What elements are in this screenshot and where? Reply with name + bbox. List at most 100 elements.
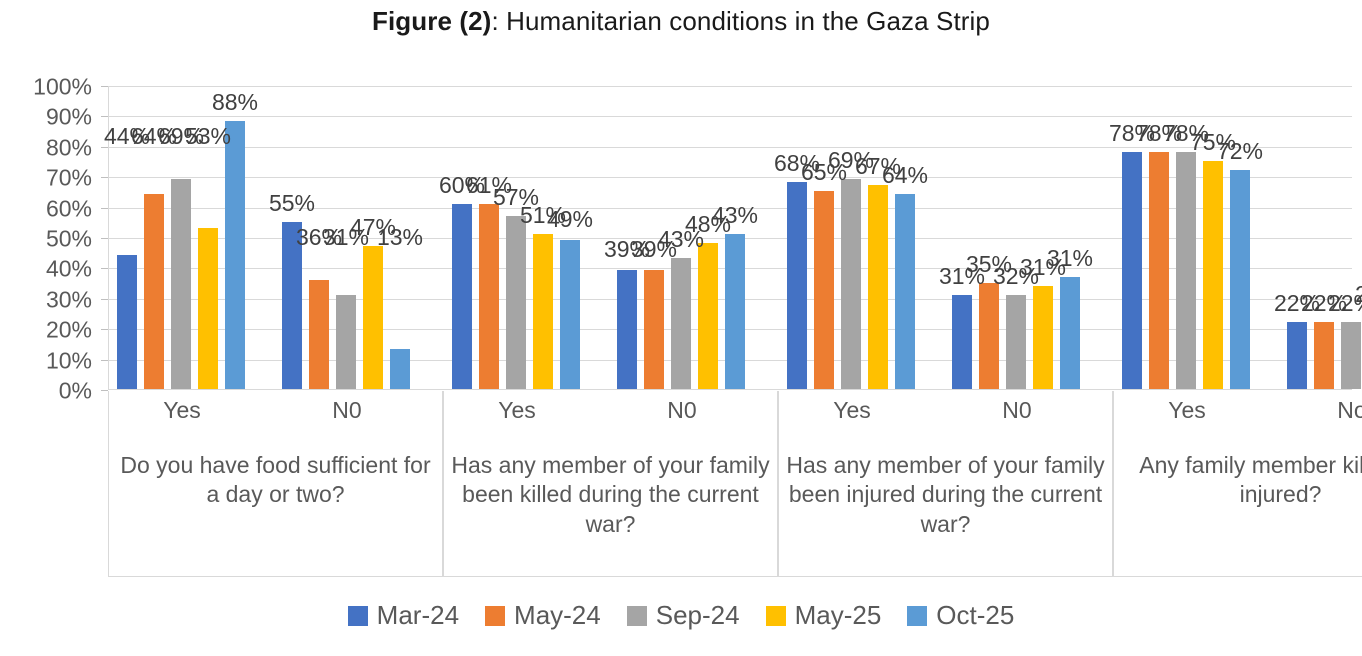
bar[interactable] bbox=[533, 233, 553, 389]
bar[interactable] bbox=[117, 255, 137, 389]
bar[interactable] bbox=[390, 349, 410, 389]
category-question-label: Has any member of your family been injur… bbox=[786, 452, 1105, 537]
bar-data-label: 57% bbox=[492, 183, 540, 210]
bar[interactable] bbox=[841, 179, 861, 389]
bar-data-label: 88% bbox=[211, 89, 259, 116]
gridline bbox=[108, 86, 1352, 87]
legend-item-sep-24[interactable]: Sep-24 bbox=[626, 600, 740, 631]
bar[interactable] bbox=[225, 121, 245, 389]
legend-item-may-24[interactable]: May-24 bbox=[485, 600, 601, 631]
bar[interactable] bbox=[1006, 294, 1026, 389]
bar-data-label: 32% bbox=[992, 262, 1040, 289]
bar[interactable] bbox=[617, 270, 637, 389]
bar[interactable] bbox=[1176, 151, 1196, 389]
bar[interactable] bbox=[144, 194, 164, 389]
bar-data-label: 72% bbox=[1216, 138, 1264, 165]
y-axis-tick bbox=[101, 390, 108, 391]
y-axis-tick-label: 90% bbox=[45, 103, 92, 130]
bar[interactable] bbox=[1033, 285, 1053, 389]
subgroup-label-yes: Yes bbox=[163, 397, 201, 423]
legend-label: Oct-25 bbox=[936, 600, 1015, 630]
bar[interactable] bbox=[1341, 322, 1361, 389]
bar[interactable] bbox=[171, 179, 191, 389]
bar-data-label: 13% bbox=[376, 223, 424, 250]
category-question-label: Do you have food sufficient for a day or… bbox=[120, 452, 431, 508]
bar[interactable] bbox=[1230, 170, 1250, 389]
bar[interactable] bbox=[1122, 151, 1142, 389]
bar-data-label: 68% bbox=[773, 150, 821, 177]
y-axis-tick bbox=[101, 207, 108, 209]
bar[interactable] bbox=[336, 294, 356, 389]
bar[interactable] bbox=[452, 203, 472, 389]
bar-data-label: 67% bbox=[854, 153, 902, 180]
bar-data-label: 22% bbox=[1273, 290, 1321, 317]
bar-data-label: 31% bbox=[938, 262, 986, 289]
bar[interactable] bbox=[1149, 151, 1169, 389]
bar[interactable] bbox=[979, 282, 999, 389]
y-axis-tick-label: 20% bbox=[45, 316, 92, 343]
subgroup-label-yes: Yes bbox=[833, 397, 871, 423]
bar[interactable] bbox=[1314, 322, 1334, 389]
bar[interactable] bbox=[560, 240, 580, 389]
bar-data-label: 69% bbox=[157, 123, 205, 150]
subgroup-label-row: Yes N0 bbox=[779, 397, 1112, 441]
bar-data-label: 64% bbox=[130, 123, 178, 150]
category-group-3: Yes N0 Has any member of your family been … bbox=[778, 391, 1113, 577]
subgroup-label-row: Yes N0 bbox=[444, 397, 777, 441]
bar-data-label: 78% bbox=[1135, 119, 1183, 146]
gridline bbox=[108, 146, 1352, 148]
legend-swatch-icon bbox=[485, 605, 506, 626]
bar[interactable] bbox=[671, 258, 691, 389]
bar[interactable] bbox=[895, 194, 915, 389]
subgroup-label-n0: N0 bbox=[1002, 397, 1032, 423]
y-axis-tick-label: 10% bbox=[45, 347, 92, 374]
chart-title-figure-number: Figure (2) bbox=[371, 6, 492, 36]
bar[interactable] bbox=[506, 215, 526, 389]
y-axis-tick bbox=[101, 238, 108, 239]
legend-item-mar-24[interactable]: Mar-24 bbox=[347, 600, 460, 631]
bar[interactable] bbox=[1060, 276, 1080, 389]
bar-data-label: 31% bbox=[1046, 244, 1094, 271]
legend-label: May-24 bbox=[514, 600, 601, 630]
subgroup-label-row: Yes No bbox=[1114, 397, 1362, 441]
bar[interactable] bbox=[814, 191, 834, 389]
chart-legend: Mar-24 May-24 Sep-24 May-25 Oct-25 bbox=[0, 600, 1362, 631]
bar[interactable] bbox=[363, 246, 383, 389]
bar[interactable] bbox=[698, 243, 718, 389]
chart-title: Figure (2): Humanitarian conditions in t… bbox=[0, 6, 1362, 37]
bar[interactable] bbox=[787, 182, 807, 389]
bar[interactable] bbox=[198, 227, 218, 389]
y-axis-tick-label: 40% bbox=[45, 255, 92, 282]
bar[interactable] bbox=[282, 221, 302, 389]
x-axis-line bbox=[108, 389, 1352, 390]
chart-title-text: : Humanitarian conditions in the Gaza St… bbox=[491, 6, 990, 36]
legend-label: May-25 bbox=[794, 600, 882, 630]
bar[interactable] bbox=[1287, 322, 1307, 389]
bar[interactable] bbox=[725, 233, 745, 389]
legend-swatch-icon bbox=[907, 605, 928, 626]
legend-swatch-icon bbox=[626, 605, 647, 626]
legend-item-may-25[interactable]: May-25 bbox=[765, 600, 882, 631]
category-divider bbox=[444, 576, 777, 577]
bar-data-label: 39% bbox=[603, 235, 651, 262]
bar-data-label: 55% bbox=[268, 189, 316, 216]
bar[interactable] bbox=[952, 294, 972, 389]
y-axis-tick bbox=[101, 177, 108, 179]
bar[interactable] bbox=[309, 279, 329, 389]
bar[interactable] bbox=[644, 270, 664, 389]
gridline bbox=[108, 116, 1352, 118]
y-axis-tick-label: 70% bbox=[45, 164, 92, 191]
bar[interactable] bbox=[1203, 161, 1223, 389]
bar-data-label: 60% bbox=[438, 171, 486, 198]
bar[interactable] bbox=[868, 185, 888, 389]
bar[interactable] bbox=[479, 203, 499, 389]
gridline bbox=[108, 177, 1352, 179]
bar-data-label: 44% bbox=[103, 123, 151, 150]
y-axis-tick bbox=[101, 359, 108, 361]
bar-data-label: 78% bbox=[1162, 119, 1210, 146]
bar-data-label: 47% bbox=[349, 214, 397, 241]
legend-item-oct-25[interactable]: Oct-25 bbox=[907, 600, 1014, 631]
category-divider bbox=[779, 576, 1112, 577]
legend-label: Mar-24 bbox=[376, 600, 460, 630]
